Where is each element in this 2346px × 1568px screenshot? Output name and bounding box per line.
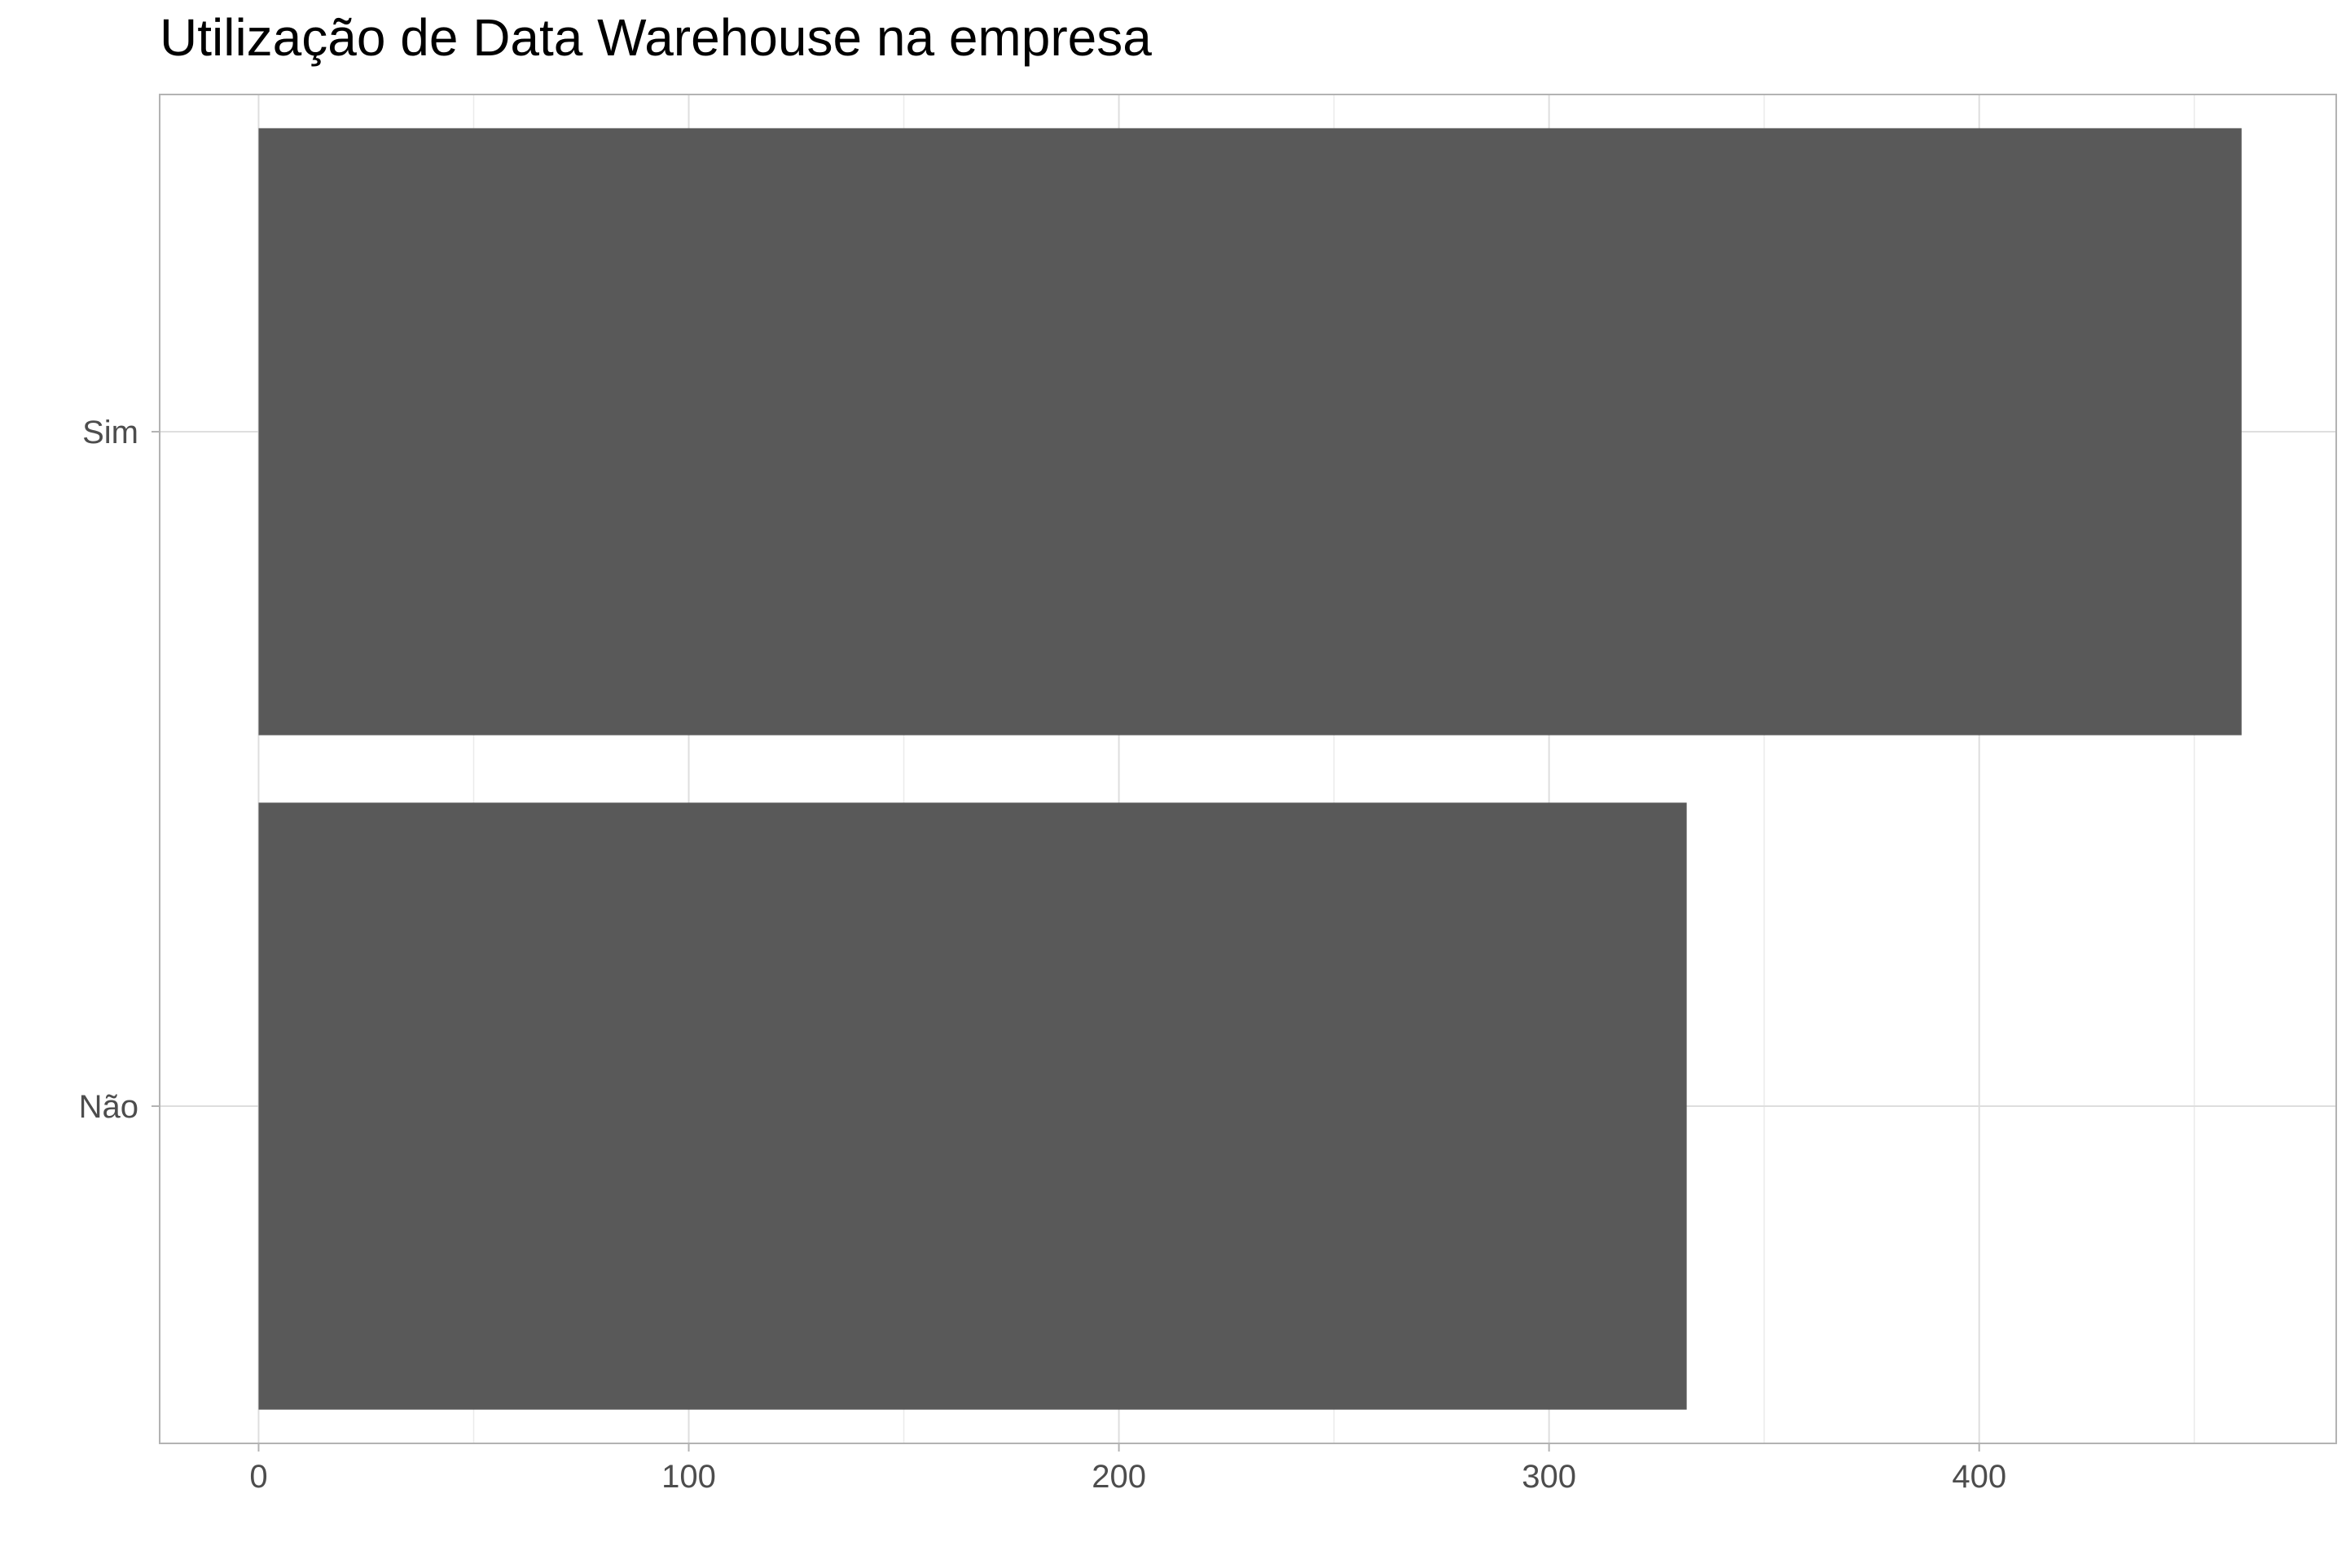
y-tick-label: Sim — [82, 415, 138, 450]
x-tick-label: 100 — [661, 1459, 716, 1495]
chart-title: Utilização de Data Warehouse na empresa — [160, 8, 1152, 67]
bar-sim — [258, 128, 2242, 736]
x-tick-label: 300 — [1522, 1459, 1576, 1495]
x-tick-label: 400 — [1952, 1459, 2006, 1495]
y-tick-label: Não — [79, 1089, 138, 1125]
x-tick-label: 0 — [249, 1459, 267, 1495]
axes: 0 100 200 300 400 Sim Não — [79, 415, 2006, 1495]
panel-border — [159, 94, 2337, 1444]
bar-nao — [258, 802, 1687, 1410]
x-tick-label: 200 — [1092, 1459, 1146, 1495]
bars — [258, 128, 2242, 1410]
